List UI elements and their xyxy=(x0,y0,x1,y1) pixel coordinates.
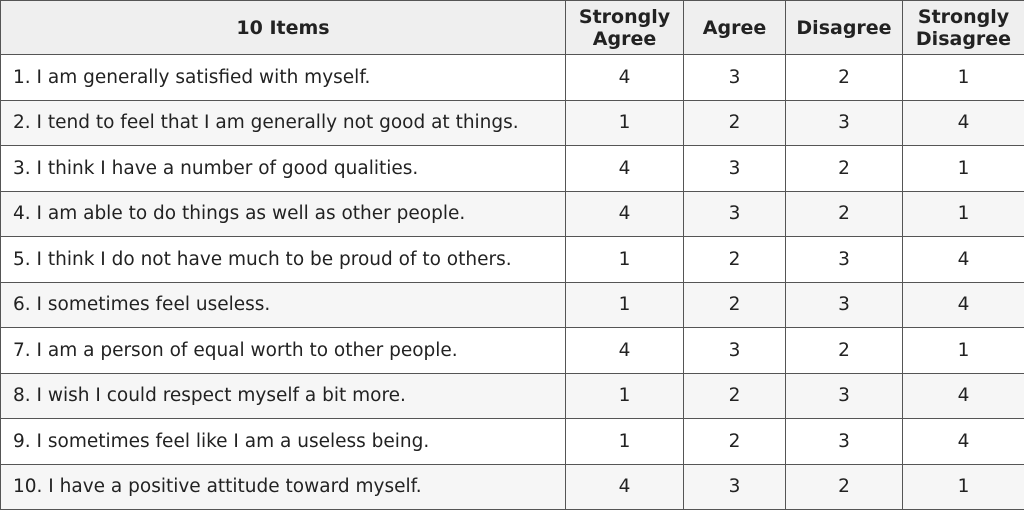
table-row: 7. I am a person of equal worth to other… xyxy=(0,327,1024,374)
item-cell: 10. I have a positive attitude toward my… xyxy=(0,463,566,510)
header-cell: Agree xyxy=(683,0,786,55)
table-row: 10. I have a positive attitude toward my… xyxy=(0,463,1024,510)
table-header: 10 Items Strongly Agree Agree Disagree Stron… xyxy=(0,0,1024,55)
score-cell: 2 xyxy=(785,190,903,237)
score-cell: 1 xyxy=(565,236,684,283)
item-cell: 8. I wish I could respect myself a bit m… xyxy=(0,372,566,419)
header-cell: Disagree xyxy=(785,0,903,55)
score-cell: 2 xyxy=(785,327,903,374)
score-cell: 2 xyxy=(683,99,786,146)
score-cell: 1 xyxy=(565,372,684,419)
score-cell: 3 xyxy=(785,236,903,283)
score-cell: 4 xyxy=(565,145,684,192)
table-body: 1. I am generally satisfied with myself.… xyxy=(0,54,1024,510)
score-cell: 1 xyxy=(902,327,1024,374)
score-cell: 3 xyxy=(785,281,903,328)
score-cell: 3 xyxy=(785,372,903,419)
item-cell: 5. I think I do not have much to be prou… xyxy=(0,236,566,283)
item-cell: 7. I am a person of equal worth to other… xyxy=(0,327,566,374)
score-cell: 4 xyxy=(902,236,1024,283)
score-cell: 1 xyxy=(902,190,1024,237)
score-cell: 3 xyxy=(683,190,786,237)
table-row: 6. I sometimes feel useless. 1 2 3 4 xyxy=(0,281,1024,328)
table-row: 9. I sometimes feel like I am a useless … xyxy=(0,418,1024,465)
score-cell: 1 xyxy=(565,418,684,465)
table-row: 4. I am able to do things as well as oth… xyxy=(0,190,1024,237)
header-cell: Strongly Agree xyxy=(565,0,684,55)
header-cell: Strongly Disagree xyxy=(902,0,1024,55)
score-cell: 1 xyxy=(565,99,684,146)
score-cell: 3 xyxy=(683,54,786,101)
item-cell: 2. I tend to feel that I am generally no… xyxy=(0,99,566,146)
item-cell: 6. I sometimes feel useless. xyxy=(0,281,566,328)
score-cell: 2 xyxy=(785,463,903,510)
score-cell: 4 xyxy=(565,190,684,237)
score-cell: 2 xyxy=(683,418,786,465)
score-cell: 4 xyxy=(902,372,1024,419)
score-cell: 3 xyxy=(785,418,903,465)
table-row: 5. I think I do not have much to be prou… xyxy=(0,236,1024,283)
score-cell: 4 xyxy=(902,418,1024,465)
score-cell: 2 xyxy=(683,372,786,419)
score-cell: 4 xyxy=(565,463,684,510)
score-cell: 4 xyxy=(902,281,1024,328)
item-cell: 4. I am able to do things as well as oth… xyxy=(0,190,566,237)
score-cell: 1 xyxy=(902,145,1024,192)
header-cell: 10 Items xyxy=(0,0,566,55)
table-row: 1. I am generally satisfied with myself.… xyxy=(0,54,1024,101)
score-cell: 2 xyxy=(785,145,903,192)
score-cell: 3 xyxy=(683,327,786,374)
table-row: 8. I wish I could respect myself a bit m… xyxy=(0,372,1024,419)
item-cell: 9. I sometimes feel like I am a useless … xyxy=(0,418,566,465)
score-cell: 1 xyxy=(902,54,1024,101)
score-cell: 4 xyxy=(902,99,1024,146)
score-cell: 1 xyxy=(565,281,684,328)
table-row: 2. I tend to feel that I am generally no… xyxy=(0,99,1024,146)
header-row: 10 Items Strongly Agree Agree Disagree Stron… xyxy=(0,0,1024,55)
score-cell: 2 xyxy=(785,54,903,101)
score-cell: 3 xyxy=(683,463,786,510)
table-row: 3. I think I have a number of good quali… xyxy=(0,145,1024,192)
score-cell: 3 xyxy=(683,145,786,192)
score-cell: 3 xyxy=(785,99,903,146)
score-cell: 4 xyxy=(565,327,684,374)
score-cell: 2 xyxy=(683,236,786,283)
score-cell: 4 xyxy=(565,54,684,101)
item-cell: 3. I think I have a number of good quali… xyxy=(0,145,566,192)
item-cell: 1. I am generally satisfied with myself. xyxy=(0,54,566,101)
score-cell: 1 xyxy=(902,463,1024,510)
score-cell: 2 xyxy=(683,281,786,328)
